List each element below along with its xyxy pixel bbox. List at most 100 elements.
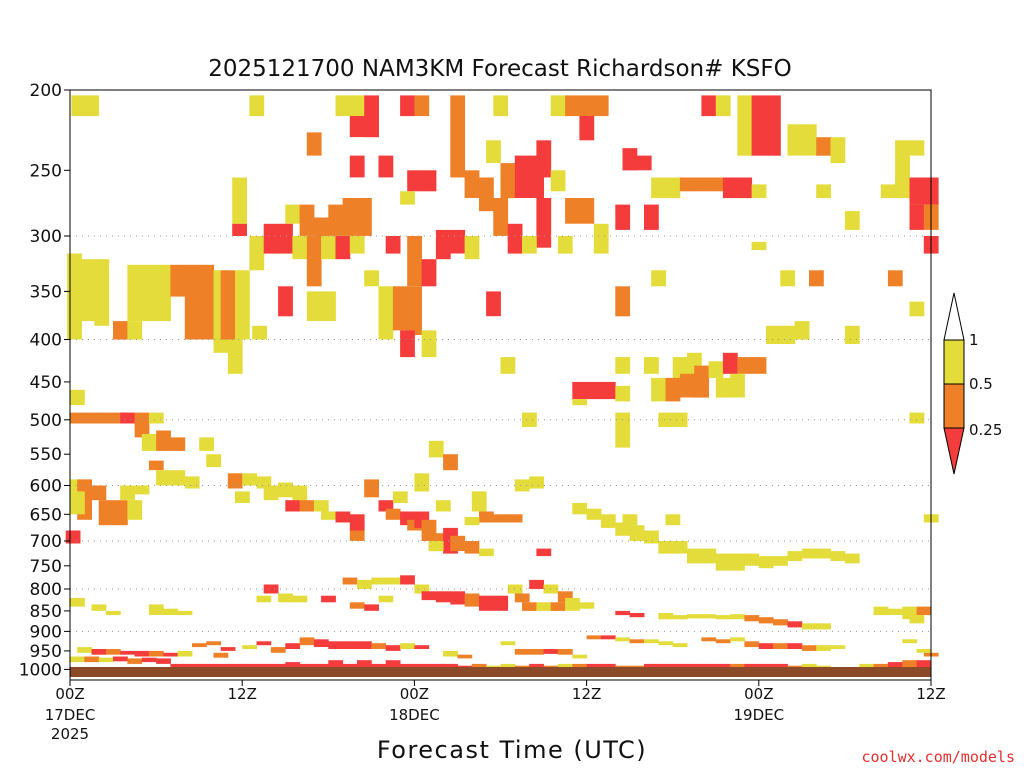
data-cell-155 <box>909 412 925 424</box>
data-cell-374 <box>428 663 444 670</box>
data-cell-2 <box>249 95 265 117</box>
y-tick-label-750: 750 <box>30 557 62 577</box>
data-cell-30 <box>486 140 501 163</box>
data-cell-83 <box>335 236 351 260</box>
data-cell-24 <box>830 137 846 164</box>
data-cell-173 <box>227 473 243 489</box>
data-cell-110 <box>321 291 336 321</box>
data-cell-130 <box>844 325 860 344</box>
data-cell-397 <box>758 663 774 670</box>
y-tick-label-500: 500 <box>30 411 62 431</box>
data-cell-248 <box>342 577 358 585</box>
data-cell-377 <box>471 663 487 670</box>
data-cell-58 <box>299 204 315 236</box>
data-cell-298 <box>873 606 889 616</box>
data-cell-288 <box>687 614 702 619</box>
data-cell-354 <box>916 649 932 653</box>
data-cell-196 <box>299 500 315 512</box>
y-tick-label-400: 400 <box>30 331 62 351</box>
data-cell-323 <box>357 641 372 649</box>
data-cell-315 <box>242 645 257 649</box>
data-cell-141 <box>730 373 745 398</box>
y-tick-label-700: 700 <box>30 532 62 552</box>
y-axis: 200 250 300 350 400 450 500 550 600 650 700 750 8008… <box>19 81 70 680</box>
data-cell-362 <box>256 663 272 670</box>
data-cell-352 <box>830 645 846 649</box>
data-cell-357 <box>184 663 200 670</box>
data-cell-156 <box>522 412 537 427</box>
data-cell-344 <box>715 639 731 644</box>
data-cell-270 <box>378 595 394 603</box>
data-cell-6 <box>364 95 379 138</box>
data-cell-105 <box>220 270 236 340</box>
data-cell-266 <box>536 602 552 611</box>
data-cell-331 <box>514 649 530 655</box>
data-cell-175 <box>256 476 272 489</box>
data-cell-271 <box>349 602 365 609</box>
data-cell-34 <box>536 140 552 178</box>
data-cell-337 <box>600 635 616 640</box>
data-cell-38 <box>407 170 422 192</box>
data-cell-102 <box>184 264 200 340</box>
data-cell-383 <box>557 663 573 670</box>
data-cell-296 <box>801 623 817 630</box>
data-cell-158 <box>84 412 100 424</box>
data-cell-71 <box>844 211 860 230</box>
data-cell-53 <box>895 177 910 199</box>
data-cell-393 <box>701 663 717 670</box>
data-cell-182 <box>514 479 530 492</box>
data-cell-178 <box>292 485 308 504</box>
data-cell-279 <box>91 604 107 611</box>
data-cell-123 <box>909 301 925 317</box>
data-cell-190 <box>120 485 135 501</box>
data-cell-373 <box>414 663 430 670</box>
data-cell-22 <box>801 124 817 156</box>
data-cell-159 <box>98 412 114 424</box>
colorbar-bottom-arrow <box>943 427 965 475</box>
data-cell-164 <box>141 434 157 451</box>
data-cell-52 <box>880 184 896 198</box>
data-cell-107 <box>227 339 243 374</box>
data-cell-411 <box>127 658 143 664</box>
data-cell-63 <box>493 198 509 236</box>
data-cell-289 <box>701 614 717 619</box>
data-cell-351 <box>816 645 831 651</box>
data-cell-306 <box>120 650 135 655</box>
data-cell-171 <box>184 476 200 489</box>
data-cell-7 <box>400 95 415 117</box>
y-tick-label-1000: 1000 <box>19 660 62 680</box>
data-cell-115 <box>400 330 415 358</box>
data-cell-320 <box>313 639 329 647</box>
data-cell-106 <box>235 270 250 340</box>
data-cell-59 <box>313 217 329 236</box>
data-cell-5 <box>349 116 365 138</box>
data-cell-275 <box>263 584 279 594</box>
data-cell-400 <box>801 663 817 670</box>
data-cell-88 <box>435 229 451 260</box>
data-cell-358 <box>199 663 214 670</box>
y-tick-label-600: 600 <box>30 477 62 497</box>
data-cell-273 <box>321 595 336 603</box>
data-cell-26 <box>909 140 925 156</box>
data-cell-103 <box>199 264 214 340</box>
y-tick-label-900: 900 <box>30 622 62 642</box>
data-cell-47 <box>708 177 724 192</box>
data-cell-62 <box>357 198 372 236</box>
data-cell-91 <box>507 236 523 254</box>
data-cell-42 <box>479 177 494 212</box>
data-cell-61 <box>342 198 358 236</box>
data-cell-264 <box>557 591 573 603</box>
data-cell-384 <box>572 663 588 670</box>
data-cell-403 <box>873 663 889 670</box>
data-cell-117 <box>486 291 501 317</box>
data-cell-31 <box>500 163 516 199</box>
data-cell-334 <box>557 649 573 655</box>
data-cell-343 <box>701 637 717 642</box>
data-cell-82 <box>321 236 336 260</box>
data-cell-294 <box>773 619 788 626</box>
data-cell-137 <box>708 361 724 378</box>
data-cell-301 <box>916 606 932 616</box>
data-cell-136 <box>694 365 709 398</box>
data-cell-200 <box>349 514 365 531</box>
credit-text: coolwx.com/models <box>861 748 1015 766</box>
